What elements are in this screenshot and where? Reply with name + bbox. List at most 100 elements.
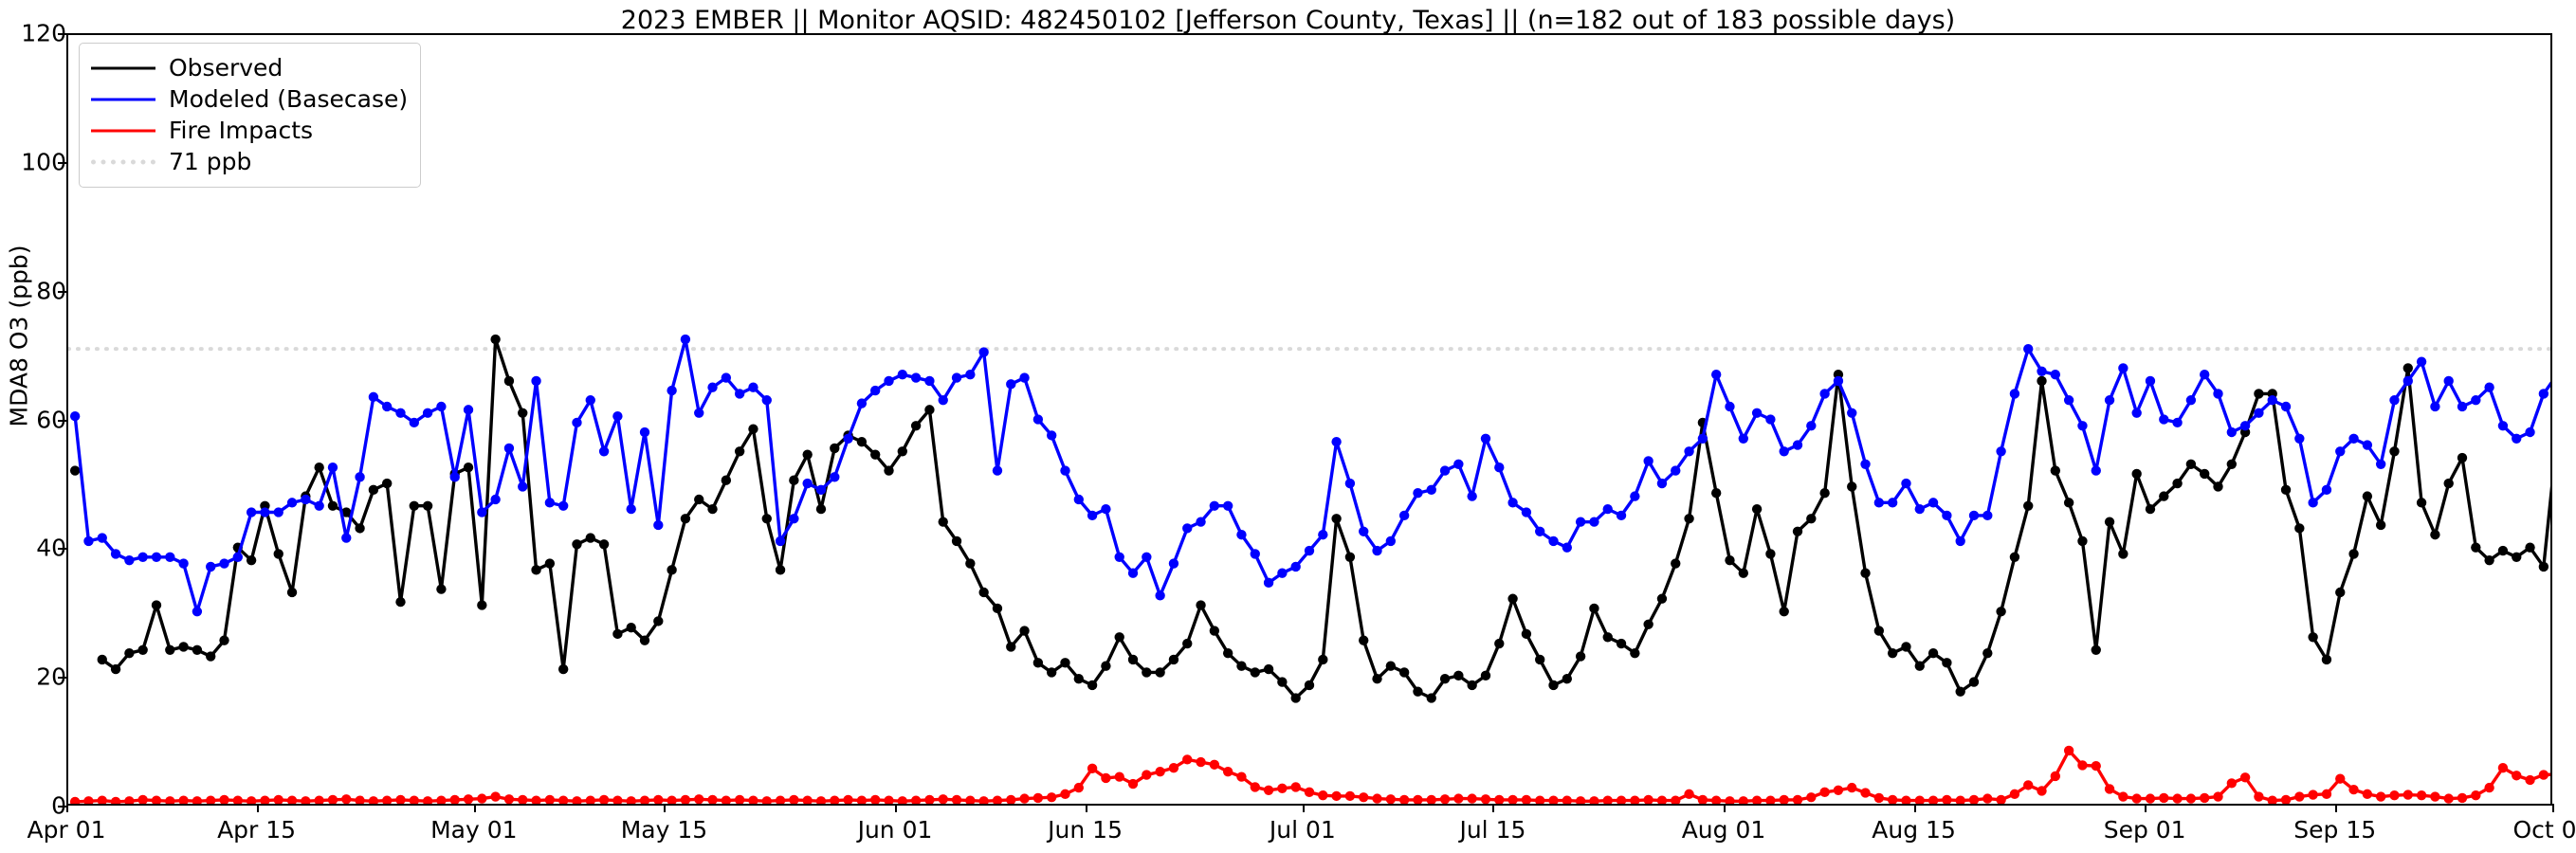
data-point bbox=[2280, 484, 2292, 496]
data-point bbox=[1155, 590, 1165, 601]
data-point bbox=[2050, 771, 2061, 782]
data-point bbox=[1684, 514, 1694, 524]
data-point bbox=[1589, 796, 1599, 804]
x-tick-mark bbox=[895, 804, 897, 812]
data-point bbox=[1467, 793, 1477, 804]
data-point bbox=[124, 796, 135, 804]
series-modeled-basecase bbox=[69, 334, 2550, 617]
data-point bbox=[1860, 568, 1871, 578]
data-point bbox=[2348, 784, 2359, 795]
data-point bbox=[2037, 786, 2047, 796]
data-point bbox=[1697, 433, 1708, 444]
legend-item[interactable]: Fire Impacts bbox=[91, 115, 408, 146]
data-point bbox=[748, 795, 758, 804]
data-point bbox=[775, 795, 786, 804]
data-point bbox=[1277, 568, 1288, 578]
data-point bbox=[1032, 792, 1044, 804]
data-point bbox=[856, 795, 868, 804]
data-point bbox=[1344, 552, 1356, 562]
data-point bbox=[1318, 654, 1328, 665]
data-point bbox=[1955, 795, 1965, 804]
data-point bbox=[2063, 498, 2074, 508]
data-point bbox=[1725, 401, 1735, 412]
data-point bbox=[680, 794, 691, 804]
data-point bbox=[2185, 395, 2197, 406]
data-point bbox=[436, 795, 447, 804]
y-tick-label: 120 bbox=[21, 19, 66, 47]
data-point bbox=[355, 795, 365, 804]
data-point bbox=[2471, 790, 2481, 801]
data-point bbox=[1779, 446, 1789, 457]
data-point bbox=[2226, 426, 2238, 438]
x-tick-label: Aug 15 bbox=[1872, 816, 1956, 844]
data-point bbox=[1439, 465, 1451, 476]
data-point bbox=[2471, 542, 2481, 553]
data-point bbox=[1942, 658, 1952, 668]
data-point bbox=[2497, 421, 2509, 431]
data-point bbox=[260, 795, 270, 804]
data-point bbox=[626, 622, 636, 633]
data-point bbox=[1548, 795, 1559, 804]
data-point bbox=[2512, 433, 2522, 444]
data-point bbox=[1968, 794, 1980, 804]
data-point bbox=[2389, 446, 2400, 457]
data-point bbox=[503, 375, 515, 387]
plot-area bbox=[66, 33, 2552, 806]
data-point bbox=[1182, 754, 1193, 765]
data-point bbox=[1182, 523, 1193, 534]
data-point bbox=[2294, 433, 2305, 444]
data-point bbox=[2416, 356, 2427, 367]
legend-label: Fire Impacts bbox=[169, 117, 314, 144]
data-point bbox=[870, 449, 881, 460]
data-point bbox=[639, 635, 650, 645]
data-point bbox=[151, 552, 162, 562]
data-point bbox=[598, 446, 610, 457]
data-point bbox=[1087, 510, 1098, 521]
data-point bbox=[2159, 414, 2169, 425]
data-point bbox=[598, 794, 610, 804]
data-point bbox=[1032, 658, 1044, 668]
data-point bbox=[1359, 792, 1369, 803]
data-point bbox=[327, 794, 338, 804]
data-point bbox=[1684, 789, 1694, 800]
data-point bbox=[1222, 767, 1233, 777]
data-point bbox=[2145, 375, 2156, 387]
y-tick-label: 40 bbox=[36, 534, 66, 562]
data-point bbox=[1142, 667, 1152, 678]
data-point bbox=[1968, 510, 1980, 521]
y-tick-mark bbox=[58, 548, 66, 551]
data-point bbox=[206, 561, 216, 572]
legend-item[interactable]: 71 ppb bbox=[91, 146, 408, 177]
data-point bbox=[2362, 440, 2373, 450]
data-point bbox=[667, 565, 677, 575]
data-point bbox=[1589, 603, 1599, 614]
data-point bbox=[97, 654, 107, 665]
data-point bbox=[761, 395, 772, 406]
data-point bbox=[843, 433, 853, 444]
x-tick-mark bbox=[1913, 804, 1916, 812]
data-point bbox=[1942, 794, 1952, 804]
data-point bbox=[2430, 401, 2440, 412]
data-point bbox=[1548, 535, 1559, 547]
data-point bbox=[2443, 375, 2454, 387]
data-point bbox=[286, 587, 298, 598]
legend-swatch-fire-impacts bbox=[91, 120, 155, 141]
data-point bbox=[2416, 790, 2427, 801]
data-point bbox=[2200, 792, 2210, 804]
data-point bbox=[1968, 677, 1980, 687]
data-point bbox=[490, 791, 501, 802]
data-point bbox=[694, 494, 704, 505]
legend-item[interactable]: Observed bbox=[91, 52, 408, 83]
data-point bbox=[246, 507, 257, 517]
data-point bbox=[1751, 408, 1763, 418]
data-point bbox=[2213, 481, 2223, 492]
data-point bbox=[1060, 465, 1070, 476]
legend-item[interactable]: Modeled (Basecase) bbox=[91, 83, 408, 115]
data-point bbox=[1196, 756, 1206, 768]
data-point bbox=[748, 424, 758, 434]
data-point bbox=[802, 795, 813, 804]
data-point bbox=[1331, 436, 1342, 447]
data-point bbox=[1901, 795, 1911, 804]
data-point bbox=[965, 370, 976, 380]
